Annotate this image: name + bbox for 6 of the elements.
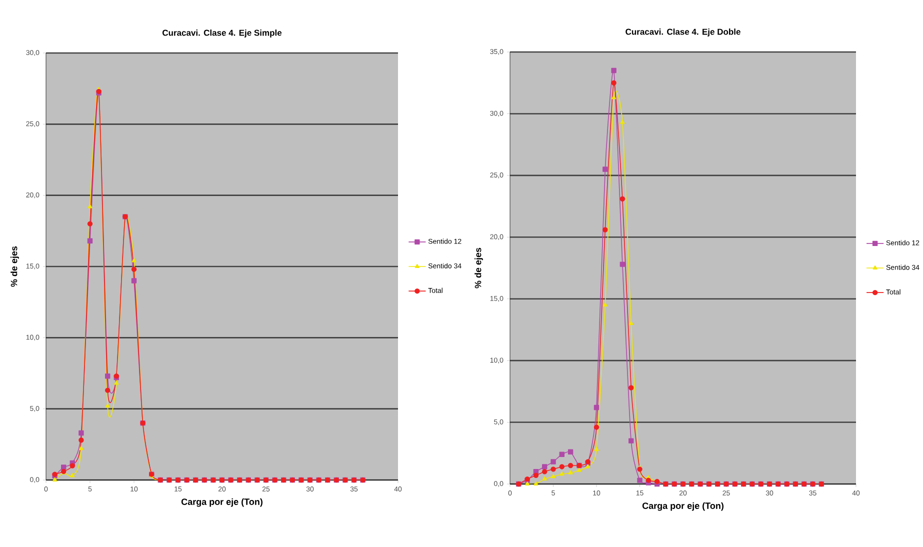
y-axis-title: % de ejes — [10, 246, 19, 287]
chart-title: Curacavi. Clase 4. Eje Doble — [626, 28, 740, 36]
y-axis-title: % de ejes — [474, 248, 483, 288]
x-axis-title: Carga por eje (Ton) — [642, 502, 724, 511]
chart-title: Curacavi. Clase 4. Eje Simple — [162, 30, 282, 38]
x-axis-title: Carga por eje (Ton) — [181, 498, 262, 507]
